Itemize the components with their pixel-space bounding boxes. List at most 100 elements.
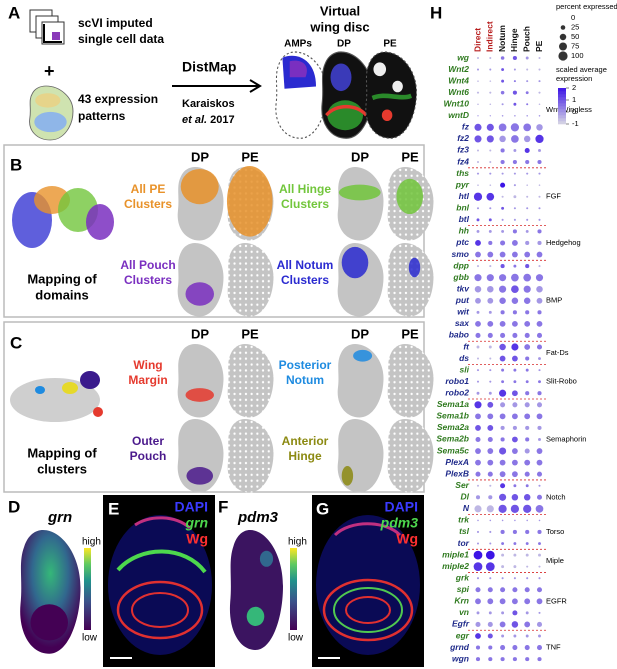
- dot: [526, 184, 528, 186]
- dot: [538, 80, 541, 83]
- dot: [475, 587, 481, 593]
- dot: [512, 229, 517, 234]
- panel-a: A scVI imputed single cell data + 43 exp…: [8, 3, 418, 141]
- dot: [538, 172, 541, 175]
- dot: [487, 448, 494, 454]
- gene-label: Sema2b: [436, 434, 469, 444]
- dot: [487, 598, 494, 605]
- pathway-label: TNF: [546, 643, 561, 652]
- domain-region: [341, 466, 354, 486]
- dot: [513, 149, 517, 152]
- dot: [535, 134, 544, 144]
- dot: [474, 401, 482, 409]
- dot: [536, 598, 543, 605]
- dot: [489, 380, 492, 383]
- dot: [536, 297, 543, 304]
- dot: [536, 621, 543, 627]
- gene-label: ft: [463, 341, 470, 351]
- dot: [499, 621, 506, 628]
- colorbar-label: -1: [572, 119, 579, 128]
- col-header: DP: [191, 326, 209, 341]
- disc-map: [177, 419, 224, 493]
- domain-region: [341, 246, 369, 279]
- dot: [537, 159, 542, 165]
- dot: [510, 504, 520, 513]
- dot: [475, 621, 481, 627]
- dot: [511, 598, 518, 605]
- dot: [473, 550, 483, 560]
- dot: [487, 436, 493, 442]
- legend-label: 75: [571, 41, 579, 50]
- domain-region: [396, 178, 424, 215]
- citation: 2017: [210, 114, 234, 126]
- dot: [513, 207, 516, 210]
- dot: [511, 320, 518, 327]
- gene-label: bnl: [456, 203, 469, 213]
- col-header: PE: [241, 149, 259, 164]
- dot: [499, 285, 507, 293]
- dot: [486, 135, 494, 143]
- panel-label: H: [430, 3, 442, 22]
- legend-title: scaled average: [556, 65, 607, 74]
- disc-map: [387, 243, 434, 317]
- dot: [525, 437, 530, 442]
- dot: [485, 550, 495, 560]
- dot: [499, 447, 507, 455]
- dot: [475, 425, 481, 431]
- dot: [523, 494, 531, 501]
- disc-shape: [177, 344, 224, 418]
- dot: [524, 402, 530, 408]
- colorbar: [290, 548, 297, 630]
- pathway-label: Semaphorin: [546, 434, 586, 443]
- gene-label: htl: [459, 191, 470, 201]
- legend-title: percent expressed: [556, 2, 617, 11]
- dot: [500, 90, 505, 95]
- gene-label: smo: [452, 249, 469, 259]
- caption: clusters: [37, 461, 87, 476]
- gene-label: tor: [458, 538, 470, 548]
- dot: [537, 425, 542, 430]
- dot: [524, 459, 531, 466]
- dot: [536, 124, 543, 131]
- dot: [477, 103, 479, 106]
- dot: [477, 115, 479, 117]
- gene-label: robo2: [445, 387, 469, 397]
- dot: [524, 251, 531, 258]
- dot: [511, 413, 518, 420]
- dot: [524, 448, 530, 454]
- panel-label: F: [218, 497, 228, 516]
- dot: [525, 542, 529, 545]
- gene-label: ds: [459, 353, 469, 363]
- a-text: scVI imputed: [78, 16, 153, 30]
- dot: [500, 264, 505, 269]
- dot: [499, 413, 506, 420]
- dot: [511, 355, 518, 362]
- gene-label: hh: [459, 226, 469, 236]
- method: DistMap: [182, 59, 236, 75]
- dot: [525, 425, 530, 430]
- colorbar-label: low: [82, 633, 98, 644]
- disc-map: [337, 167, 384, 241]
- dot: [488, 229, 492, 233]
- dot: [499, 135, 506, 143]
- gene-label: Krn: [454, 596, 469, 606]
- panel-label: E: [108, 499, 119, 518]
- dot: [536, 402, 543, 408]
- dot: [499, 297, 506, 305]
- dot: [476, 357, 480, 360]
- dot: [489, 56, 492, 60]
- dot: [489, 265, 492, 268]
- dot: [526, 80, 529, 83]
- dot: [475, 633, 481, 639]
- dot: [536, 448, 543, 454]
- dot: [538, 484, 541, 487]
- dot: [500, 310, 505, 315]
- gene-label: vn: [459, 607, 469, 617]
- dot: [489, 519, 492, 522]
- a-text: single cell data: [78, 32, 164, 46]
- pattern-disc: [29, 85, 74, 141]
- dot: [475, 448, 481, 454]
- dot: [476, 484, 480, 487]
- dot: [475, 240, 481, 246]
